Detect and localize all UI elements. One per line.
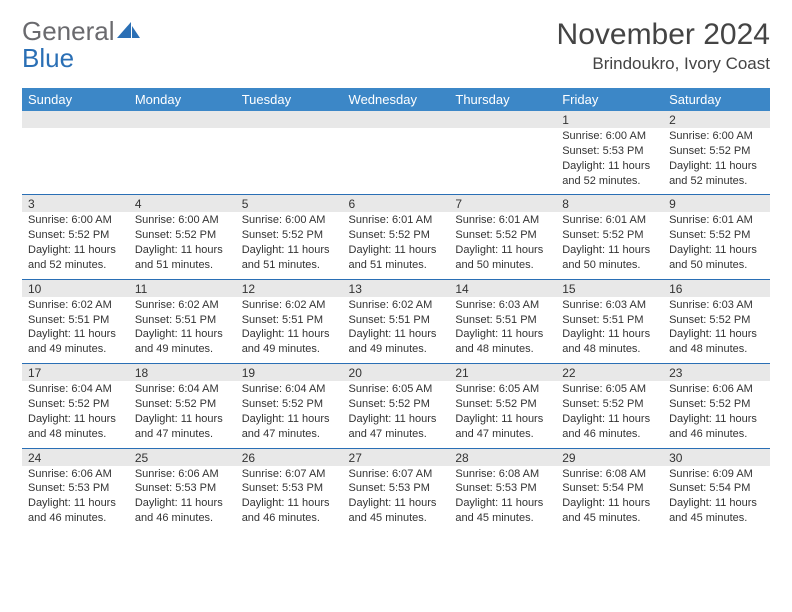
- date-cell: [449, 111, 556, 128]
- date-cell: 27: [343, 448, 450, 466]
- logo: General Blue: [22, 18, 141, 72]
- info-cell: [236, 128, 343, 195]
- info-cell: Sunrise: 6:06 AMSunset: 5:52 PMDaylight:…: [663, 381, 770, 448]
- date-row: 24252627282930: [22, 448, 770, 466]
- date-cell: 7: [449, 195, 556, 213]
- date-cell: 28: [449, 448, 556, 466]
- day-header-wednesday: Wednesday: [343, 88, 450, 111]
- title-block: November 2024 Brindoukro, Ivory Coast: [557, 18, 770, 74]
- info-cell: Sunrise: 6:00 AMSunset: 5:52 PMDaylight:…: [236, 212, 343, 279]
- info-cell: Sunrise: 6:02 AMSunset: 5:51 PMDaylight:…: [129, 297, 236, 364]
- date-cell: 2: [663, 111, 770, 128]
- info-cell: Sunrise: 6:04 AMSunset: 5:52 PMDaylight:…: [22, 381, 129, 448]
- info-cell: Sunrise: 6:00 AMSunset: 5:52 PMDaylight:…: [663, 128, 770, 195]
- info-cell: Sunrise: 6:07 AMSunset: 5:53 PMDaylight:…: [236, 466, 343, 532]
- logo-text-blue: Blue: [22, 43, 74, 73]
- day-header-saturday: Saturday: [663, 88, 770, 111]
- info-cell: Sunrise: 6:03 AMSunset: 5:52 PMDaylight:…: [663, 297, 770, 364]
- info-cell: Sunrise: 6:02 AMSunset: 5:51 PMDaylight:…: [22, 297, 129, 364]
- date-cell: 29: [556, 448, 663, 466]
- date-cell: 19: [236, 364, 343, 382]
- date-cell: 4: [129, 195, 236, 213]
- date-cell: 17: [22, 364, 129, 382]
- date-cell: 1: [556, 111, 663, 128]
- info-cell: Sunrise: 6:01 AMSunset: 5:52 PMDaylight:…: [556, 212, 663, 279]
- info-cell: Sunrise: 6:08 AMSunset: 5:54 PMDaylight:…: [556, 466, 663, 532]
- date-cell: [22, 111, 129, 128]
- date-cell: 8: [556, 195, 663, 213]
- date-cell: [236, 111, 343, 128]
- info-row: Sunrise: 6:00 AMSunset: 5:52 PMDaylight:…: [22, 212, 770, 279]
- date-cell: 20: [343, 364, 450, 382]
- info-cell: [449, 128, 556, 195]
- date-cell: 9: [663, 195, 770, 213]
- date-cell: 5: [236, 195, 343, 213]
- date-cell: 24: [22, 448, 129, 466]
- date-row: 10111213141516: [22, 279, 770, 297]
- calendar-table: SundayMondayTuesdayWednesdayThursdayFrid…: [22, 88, 770, 532]
- month-title: November 2024: [557, 18, 770, 52]
- day-header-monday: Monday: [129, 88, 236, 111]
- info-cell: Sunrise: 6:01 AMSunset: 5:52 PMDaylight:…: [343, 212, 450, 279]
- logo-text-general: General: [22, 16, 115, 46]
- date-row: 17181920212223: [22, 364, 770, 382]
- date-cell: 26: [236, 448, 343, 466]
- info-cell: Sunrise: 6:08 AMSunset: 5:53 PMDaylight:…: [449, 466, 556, 532]
- date-cell: 10: [22, 279, 129, 297]
- location: Brindoukro, Ivory Coast: [557, 54, 770, 74]
- date-cell: 16: [663, 279, 770, 297]
- info-cell: Sunrise: 6:05 AMSunset: 5:52 PMDaylight:…: [343, 381, 450, 448]
- date-cell: 14: [449, 279, 556, 297]
- info-cell: Sunrise: 6:00 AMSunset: 5:52 PMDaylight:…: [129, 212, 236, 279]
- info-row: Sunrise: 6:06 AMSunset: 5:53 PMDaylight:…: [22, 466, 770, 532]
- info-cell: Sunrise: 6:06 AMSunset: 5:53 PMDaylight:…: [22, 466, 129, 532]
- date-cell: 13: [343, 279, 450, 297]
- info-cell: Sunrise: 6:05 AMSunset: 5:52 PMDaylight:…: [449, 381, 556, 448]
- date-cell: 18: [129, 364, 236, 382]
- info-cell: Sunrise: 6:02 AMSunset: 5:51 PMDaylight:…: [343, 297, 450, 364]
- date-cell: 30: [663, 448, 770, 466]
- date-cell: 6: [343, 195, 450, 213]
- day-header-row: SundayMondayTuesdayWednesdayThursdayFrid…: [22, 88, 770, 111]
- info-cell: Sunrise: 6:03 AMSunset: 5:51 PMDaylight:…: [556, 297, 663, 364]
- day-header-sunday: Sunday: [22, 88, 129, 111]
- info-row: Sunrise: 6:04 AMSunset: 5:52 PMDaylight:…: [22, 381, 770, 448]
- date-cell: 23: [663, 364, 770, 382]
- date-cell: 11: [129, 279, 236, 297]
- info-cell: Sunrise: 6:04 AMSunset: 5:52 PMDaylight:…: [236, 381, 343, 448]
- info-cell: [129, 128, 236, 195]
- date-row: 3456789: [22, 195, 770, 213]
- date-cell: 25: [129, 448, 236, 466]
- info-cell: [22, 128, 129, 195]
- date-cell: [129, 111, 236, 128]
- info-cell: Sunrise: 6:05 AMSunset: 5:52 PMDaylight:…: [556, 381, 663, 448]
- logo-sail-icon: [117, 27, 141, 44]
- date-cell: 21: [449, 364, 556, 382]
- date-cell: 12: [236, 279, 343, 297]
- info-cell: Sunrise: 6:01 AMSunset: 5:52 PMDaylight:…: [449, 212, 556, 279]
- date-row: 12: [22, 111, 770, 128]
- date-cell: 3: [22, 195, 129, 213]
- date-cell: [343, 111, 450, 128]
- info-row: Sunrise: 6:02 AMSunset: 5:51 PMDaylight:…: [22, 297, 770, 364]
- day-header-friday: Friday: [556, 88, 663, 111]
- date-cell: 22: [556, 364, 663, 382]
- info-cell: Sunrise: 6:07 AMSunset: 5:53 PMDaylight:…: [343, 466, 450, 532]
- info-cell: Sunrise: 6:01 AMSunset: 5:52 PMDaylight:…: [663, 212, 770, 279]
- info-cell: [343, 128, 450, 195]
- info-cell: Sunrise: 6:04 AMSunset: 5:52 PMDaylight:…: [129, 381, 236, 448]
- date-cell: 15: [556, 279, 663, 297]
- info-cell: Sunrise: 6:00 AMSunset: 5:52 PMDaylight:…: [22, 212, 129, 279]
- day-header-tuesday: Tuesday: [236, 88, 343, 111]
- info-cell: Sunrise: 6:02 AMSunset: 5:51 PMDaylight:…: [236, 297, 343, 364]
- header: General Blue November 2024 Brindoukro, I…: [22, 18, 770, 74]
- info-cell: Sunrise: 6:00 AMSunset: 5:53 PMDaylight:…: [556, 128, 663, 195]
- day-header-thursday: Thursday: [449, 88, 556, 111]
- info-cell: Sunrise: 6:06 AMSunset: 5:53 PMDaylight:…: [129, 466, 236, 532]
- info-row: Sunrise: 6:00 AMSunset: 5:53 PMDaylight:…: [22, 128, 770, 195]
- info-cell: Sunrise: 6:09 AMSunset: 5:54 PMDaylight:…: [663, 466, 770, 532]
- info-cell: Sunrise: 6:03 AMSunset: 5:51 PMDaylight:…: [449, 297, 556, 364]
